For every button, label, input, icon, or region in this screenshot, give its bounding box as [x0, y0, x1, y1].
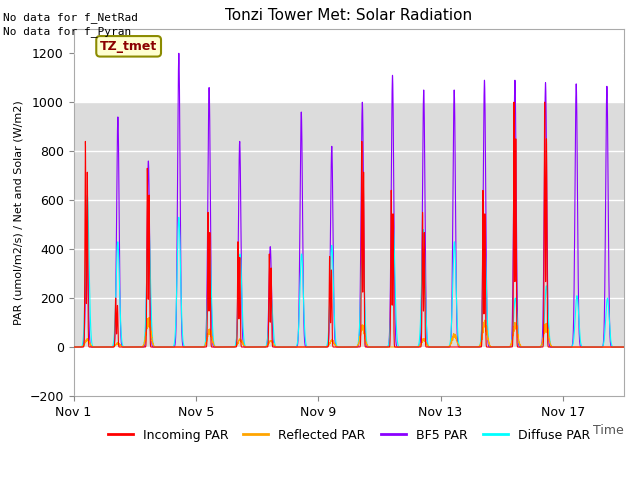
Bar — [74, 102, 624, 347]
Title: Tonzi Tower Met: Solar Radiation: Tonzi Tower Met: Solar Radiation — [225, 9, 472, 24]
Text: No data for f_NetRad: No data for f_NetRad — [3, 12, 138, 23]
Text: Time: Time — [593, 423, 624, 436]
Legend: Incoming PAR, Reflected PAR, BF5 PAR, Diffuse PAR: Incoming PAR, Reflected PAR, BF5 PAR, Di… — [103, 424, 595, 447]
Text: No data for f_Pyran: No data for f_Pyran — [3, 26, 131, 37]
Y-axis label: PAR (umol/m2/s) / Net and Solar (W/m2): PAR (umol/m2/s) / Net and Solar (W/m2) — [14, 100, 24, 325]
Text: TZ_tmet: TZ_tmet — [100, 40, 157, 53]
